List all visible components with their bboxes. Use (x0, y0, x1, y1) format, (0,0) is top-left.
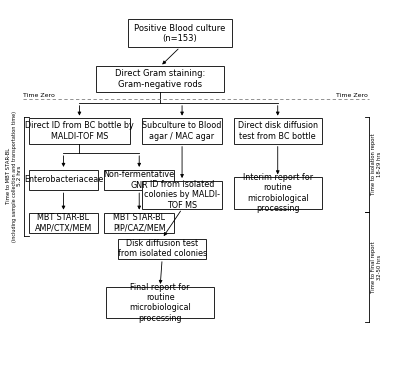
Bar (104, 170, 174, 190)
Text: Time to MBT STAR-BL: Time to MBT STAR-BL (6, 148, 11, 204)
Text: (including sample collection and transportation time): (including sample collection and transpo… (12, 111, 17, 242)
Text: Direct disk diffusion
test from BC bottle: Direct disk diffusion test from BC bottl… (238, 122, 318, 141)
Bar (28, 170, 98, 190)
Bar (28, 119, 130, 144)
Text: Subculture to Blood
agar / MAC agar: Subculture to Blood agar / MAC agar (142, 122, 222, 141)
Bar (128, 19, 232, 47)
Text: MBT STAR-BL
PIP/CAZ/MEM: MBT STAR-BL PIP/CAZ/MEM (113, 213, 166, 232)
Bar (104, 213, 174, 233)
Text: Interim report for
routine
microbiological
processing: Interim report for routine microbiologic… (243, 173, 313, 213)
Text: Direct ID from BC bottle by
MALDI-TOF MS: Direct ID from BC bottle by MALDI-TOF MS (25, 122, 134, 141)
Text: MBT STAR-BL
AMP/CTX/MEM: MBT STAR-BL AMP/CTX/MEM (35, 213, 92, 232)
Text: Time Zero: Time Zero (336, 93, 368, 98)
Bar (234, 119, 322, 144)
Bar (118, 238, 206, 259)
Text: Final report for
routine
microbiological
processing: Final report for routine microbiological… (129, 282, 191, 323)
Bar (106, 287, 214, 319)
Bar (96, 66, 224, 92)
Text: Time to Final report
32-50 hrs: Time to Final report 32-50 hrs (372, 241, 382, 293)
Bar (234, 177, 322, 209)
Bar (28, 213, 98, 233)
Text: Direct Gram staining:
Gram-negative rods: Direct Gram staining: Gram-negative rods (115, 69, 205, 89)
Text: Disk diffusion test
from isolated colonies: Disk diffusion test from isolated coloni… (118, 239, 207, 258)
Text: Positive Blood culture
(n=153): Positive Blood culture (n=153) (134, 23, 226, 43)
Text: Time Zero: Time Zero (24, 93, 55, 98)
Bar (142, 119, 222, 144)
Text: Enterobacteriaceae: Enterobacteriaceae (24, 176, 103, 185)
Text: 5.2 hrs: 5.2 hrs (17, 166, 22, 186)
Text: Time to isolation report
18-29 hrs: Time to isolation report 18-29 hrs (372, 133, 382, 195)
Text: ID from isolated
colonies by MALDI-
TOF MS: ID from isolated colonies by MALDI- TOF … (144, 180, 220, 210)
Text: Non-fermentative
GNR: Non-fermentative GNR (104, 170, 175, 190)
Bar (142, 181, 222, 209)
